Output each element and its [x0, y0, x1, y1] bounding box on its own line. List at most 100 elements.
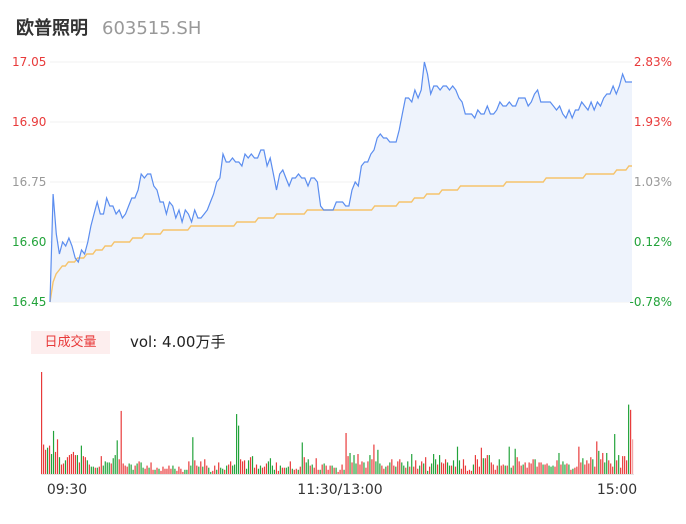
volume-bar	[255, 464, 258, 474]
volume-bar	[427, 470, 429, 474]
volume-bar	[566, 463, 568, 474]
volume-bar	[369, 455, 371, 474]
percent-tick-label: 2.83%	[634, 55, 672, 69]
volume-bar	[554, 466, 556, 474]
volume-bar	[60, 464, 63, 474]
volume-bar	[92, 466, 94, 474]
volume-bar	[602, 452, 604, 474]
volume-bar	[522, 464, 524, 474]
volume-bar	[576, 466, 578, 474]
price-tick-label: 16.60	[12, 235, 46, 249]
volume-bar	[196, 465, 198, 474]
volume-bar	[98, 466, 100, 474]
volume-bar	[357, 454, 359, 474]
volume-bar	[267, 461, 270, 474]
volume-bar	[329, 465, 331, 474]
volume-bar	[112, 458, 114, 474]
volume-bar	[558, 452, 560, 474]
volume-bar	[186, 469, 188, 474]
volume-bar	[556, 460, 558, 474]
volume-bar	[116, 440, 118, 474]
volume-bar	[321, 464, 323, 474]
volume-bar	[228, 464, 230, 474]
time-tick-label: 11:30/13:00	[297, 482, 382, 498]
volume-bar	[218, 462, 220, 474]
volume-bar	[212, 470, 214, 474]
volume-bar	[516, 457, 518, 474]
volume-bar	[90, 466, 92, 474]
volume-bar	[253, 467, 256, 474]
volume-bar	[458, 460, 461, 474]
volume-bar	[460, 468, 463, 474]
volume-bar	[162, 466, 164, 474]
volume-bar	[134, 465, 136, 474]
volume-bar	[433, 454, 435, 474]
volume-bar	[170, 468, 172, 474]
volume-bar	[104, 461, 106, 474]
volume-bar	[598, 450, 600, 474]
volume-bar	[564, 464, 566, 474]
volume-bar	[214, 465, 216, 474]
volume-bar	[120, 410, 122, 474]
volume-bar	[494, 469, 496, 474]
volume-bar	[331, 465, 333, 474]
volume-bar	[130, 464, 132, 474]
time-tick-label: 09:30	[47, 482, 87, 498]
volume-bar	[226, 465, 228, 474]
volume-bar	[502, 464, 504, 474]
volume-bar	[124, 465, 126, 474]
volume-bar	[562, 461, 564, 474]
volume-bar	[375, 461, 377, 474]
volume-bar	[411, 454, 413, 474]
volume-bar	[510, 467, 512, 474]
volume-bar	[359, 464, 361, 474]
volume-bar	[351, 462, 353, 474]
volume-bar	[293, 469, 295, 474]
volume-bar	[94, 467, 96, 474]
volume-bar	[361, 461, 363, 474]
volume-bar	[220, 467, 222, 474]
volume-bar	[536, 466, 538, 474]
volume-bar	[600, 459, 602, 474]
volume-bar	[514, 448, 516, 474]
volume-bar	[608, 460, 610, 474]
volume-bar	[572, 468, 574, 474]
volume-bar	[239, 459, 242, 474]
volume-bar	[156, 467, 158, 474]
volume-bar	[417, 468, 419, 474]
volume-bar	[504, 465, 506, 474]
volume-bar	[347, 456, 349, 474]
volume-bar	[632, 439, 634, 474]
percent-tick-label: 1.93%	[634, 115, 672, 129]
volume-bar	[271, 465, 274, 474]
volume-bar	[54, 451, 57, 474]
volume-bar	[437, 464, 439, 474]
volume-bar	[462, 459, 465, 474]
volume-bar	[393, 465, 395, 474]
volume-bar	[456, 446, 459, 474]
volume-bar	[588, 463, 590, 474]
volume-bar	[580, 462, 582, 474]
volume-bar	[198, 466, 200, 474]
volume-bar	[41, 372, 43, 474]
volume-bar	[452, 460, 455, 474]
volume-bar	[403, 465, 405, 474]
volume-bar	[70, 454, 73, 474]
volume-bar	[249, 457, 252, 474]
volume-bar	[285, 467, 287, 474]
volume-bar	[363, 462, 365, 474]
volume-bar	[397, 461, 399, 474]
volume-bar	[44, 449, 47, 474]
volume-bar	[500, 465, 502, 474]
volume-bar	[544, 464, 546, 474]
volume-bar	[546, 463, 548, 474]
time-axis-labels: 09:30 11:30/13:00 15:00	[47, 482, 637, 498]
volume-bar	[243, 460, 246, 474]
volume-bar	[142, 467, 144, 474]
volume-bar	[50, 454, 53, 474]
price-tick-label: 16.75	[12, 175, 46, 189]
volume-bar	[590, 457, 592, 474]
volume-bar	[289, 461, 291, 474]
volume-bar	[88, 464, 90, 474]
